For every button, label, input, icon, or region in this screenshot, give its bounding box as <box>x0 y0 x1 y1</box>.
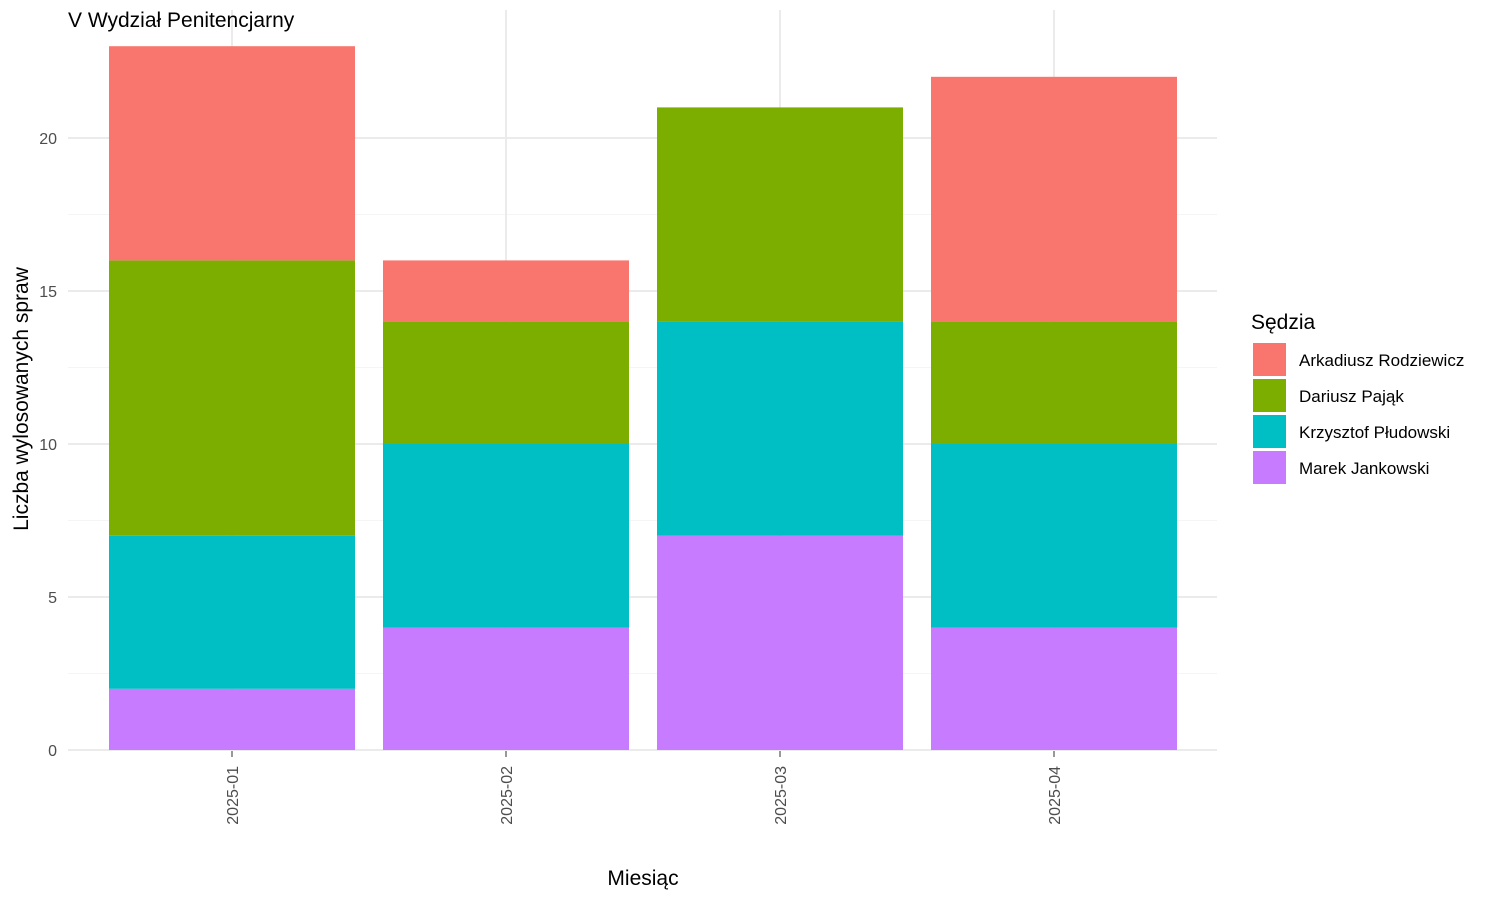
y-tick-label: 15 <box>39 284 57 301</box>
bar-segment <box>931 444 1177 628</box>
y-axis-title: Liczba wylosowanych spraw <box>10 266 33 531</box>
bar-segment <box>657 535 903 750</box>
legend-key <box>1253 343 1286 376</box>
bar-segment <box>109 535 355 689</box>
y-tick-label: 0 <box>48 743 57 760</box>
bars-layer <box>109 46 1177 750</box>
y-tick-label: 10 <box>39 437 57 454</box>
bar-segment <box>657 321 903 536</box>
legend-label: Marek Jankowski <box>1299 459 1429 478</box>
bar-segment <box>383 627 629 750</box>
x-tick-label: 2025-04 <box>1047 766 1064 825</box>
bar-segment <box>383 321 629 444</box>
chart-title: V Wydział Penitencjarny <box>68 9 295 32</box>
x-axis-title: Miesiąc <box>607 867 678 890</box>
bar-segment <box>109 46 355 261</box>
bar-segment <box>109 260 355 536</box>
y-tick-label: 20 <box>39 131 57 148</box>
x-tick-label: 2025-03 <box>773 766 790 825</box>
legend-label: Dariusz Pająk <box>1299 387 1404 406</box>
bar-segment <box>931 321 1177 444</box>
bar-segment <box>931 76 1177 322</box>
bar-segment <box>657 107 903 322</box>
bar-segment <box>931 627 1177 750</box>
y-tick-label: 5 <box>48 590 57 607</box>
legend: Sędzia Arkadiusz Rodziewicz Dariusz Pająk… <box>1251 311 1464 484</box>
legend-key <box>1253 415 1286 448</box>
bar-segment <box>109 688 355 750</box>
legend-label: Arkadiusz Rodziewicz <box>1299 351 1464 370</box>
legend-label: Krzysztof Płudowski <box>1299 423 1450 442</box>
legend-key <box>1253 451 1286 484</box>
bar-segment <box>383 260 629 322</box>
x-tick-label: 2025-02 <box>499 766 516 825</box>
x-tick-label: 2025-01 <box>225 766 242 825</box>
legend-key <box>1253 379 1286 412</box>
bar-segment <box>383 444 629 628</box>
axis-layer: 0 5 10 15 20 2025-01 2025-02 2025-03 2025-04 <box>39 131 1064 825</box>
legend-title: Sędzia <box>1251 311 1316 334</box>
